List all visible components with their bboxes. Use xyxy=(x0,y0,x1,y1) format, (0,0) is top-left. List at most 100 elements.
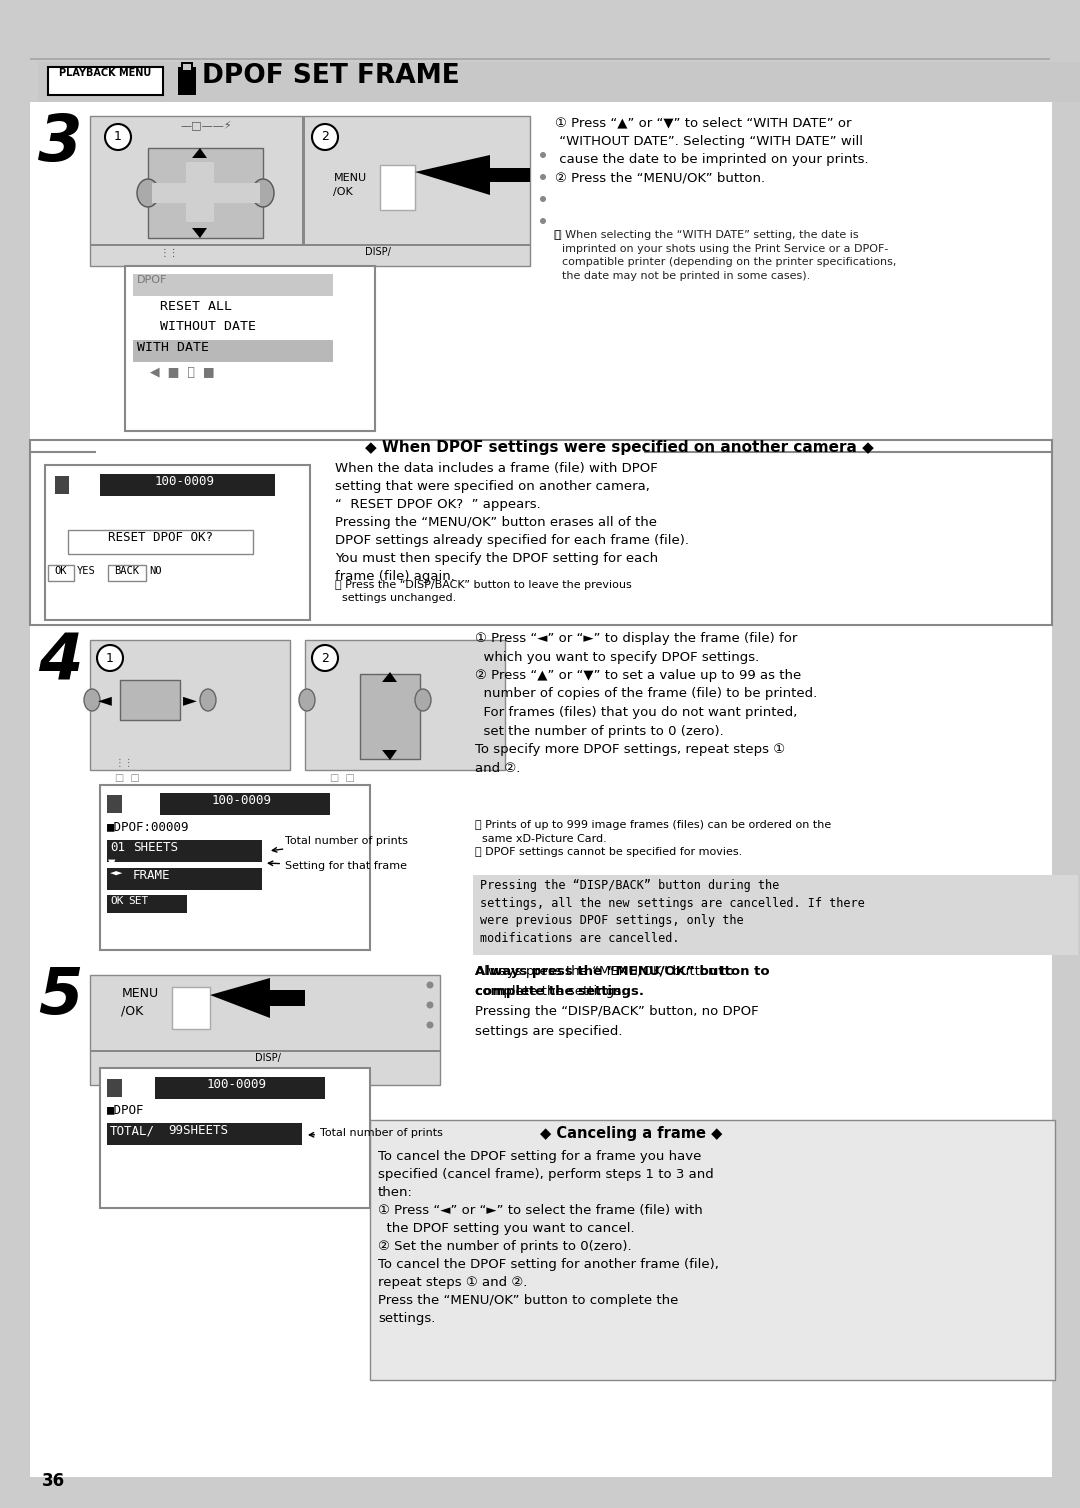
Text: SET: SET xyxy=(129,896,148,906)
Text: 2: 2 xyxy=(321,651,329,665)
FancyBboxPatch shape xyxy=(360,674,420,759)
Text: □  □: □ □ xyxy=(114,774,139,783)
Circle shape xyxy=(427,1001,433,1009)
Text: PLAYBACK MENU: PLAYBACK MENU xyxy=(59,68,151,78)
Text: ►: ► xyxy=(184,691,197,709)
Text: NO: NO xyxy=(149,566,162,576)
Text: OK: OK xyxy=(55,566,67,576)
Circle shape xyxy=(540,219,546,225)
Polygon shape xyxy=(210,979,305,1018)
Text: 36: 36 xyxy=(42,1472,65,1490)
Text: OK: OK xyxy=(110,896,123,906)
FancyBboxPatch shape xyxy=(55,477,69,495)
FancyBboxPatch shape xyxy=(107,1080,122,1096)
Circle shape xyxy=(427,982,433,989)
FancyBboxPatch shape xyxy=(160,793,330,814)
FancyBboxPatch shape xyxy=(107,795,122,813)
Text: MENU
/OK: MENU /OK xyxy=(334,173,366,196)
FancyBboxPatch shape xyxy=(107,896,187,912)
FancyBboxPatch shape xyxy=(100,786,370,950)
FancyBboxPatch shape xyxy=(90,639,291,771)
Text: 2: 2 xyxy=(321,131,329,143)
Circle shape xyxy=(427,1021,433,1028)
Text: FRAME: FRAME xyxy=(133,869,171,882)
Text: RESET ALL: RESET ALL xyxy=(160,300,232,314)
Text: 4: 4 xyxy=(38,632,82,694)
FancyBboxPatch shape xyxy=(90,976,440,1084)
Text: Total number of prints: Total number of prints xyxy=(272,835,408,852)
Text: □  □: □ □ xyxy=(330,774,354,783)
Text: 1: 1 xyxy=(114,131,122,143)
Circle shape xyxy=(312,645,338,671)
Text: WITH DATE: WITH DATE xyxy=(137,341,210,354)
FancyBboxPatch shape xyxy=(45,464,310,620)
FancyBboxPatch shape xyxy=(125,265,375,431)
Text: ◀  ■  Ⓞ  ■: ◀ ■ Ⓞ ■ xyxy=(150,366,215,379)
Text: ◆ When DPOF settings were specified on another camera ◆: ◆ When DPOF settings were specified on a… xyxy=(365,440,874,455)
FancyBboxPatch shape xyxy=(30,103,1052,1476)
FancyBboxPatch shape xyxy=(305,639,505,771)
FancyBboxPatch shape xyxy=(90,244,530,246)
Text: ⓘ: ⓘ xyxy=(553,231,559,240)
Circle shape xyxy=(312,124,338,149)
Text: DPOF SET FRAME: DPOF SET FRAME xyxy=(202,63,460,89)
Text: 5: 5 xyxy=(38,965,82,1027)
Text: SHEETS: SHEETS xyxy=(133,841,178,854)
FancyBboxPatch shape xyxy=(107,1123,302,1145)
Ellipse shape xyxy=(200,689,216,710)
Text: DISP/: DISP/ xyxy=(255,1053,281,1063)
Text: 100-0009: 100-0009 xyxy=(207,1078,267,1090)
FancyBboxPatch shape xyxy=(172,988,210,1028)
Text: 01: 01 xyxy=(110,841,125,854)
Circle shape xyxy=(540,152,546,158)
FancyBboxPatch shape xyxy=(68,529,253,553)
Text: DPOF: DPOF xyxy=(137,274,167,285)
Text: To cancel the DPOF setting for a frame you have
specified (cancel frame), perfor: To cancel the DPOF setting for a frame y… xyxy=(378,1151,719,1326)
Text: ① Press “◄” or “►” to display the frame (file) for
  which you want to specify D: ① Press “◄” or “►” to display the frame … xyxy=(475,632,818,775)
FancyBboxPatch shape xyxy=(178,66,195,95)
Text: WITHOUT DATE: WITHOUT DATE xyxy=(160,320,256,333)
FancyBboxPatch shape xyxy=(48,566,75,581)
Text: ⓘ Press the “DISP/BACK” button to leave the previous
  settings unchanged.: ⓘ Press the “DISP/BACK” button to leave … xyxy=(335,581,632,603)
Text: ◄►: ◄► xyxy=(110,869,123,879)
FancyBboxPatch shape xyxy=(370,1120,1055,1380)
FancyBboxPatch shape xyxy=(473,875,1078,955)
Text: —□——⚡: —□——⚡ xyxy=(180,121,231,130)
FancyBboxPatch shape xyxy=(107,840,262,863)
Text: RESET DPOF OK?: RESET DPOF OK? xyxy=(108,531,213,544)
FancyBboxPatch shape xyxy=(183,63,191,69)
FancyBboxPatch shape xyxy=(181,62,193,72)
Text: ■DPOF:00009: ■DPOF:00009 xyxy=(107,820,189,832)
Text: Total number of prints: Total number of prints xyxy=(309,1128,443,1139)
Ellipse shape xyxy=(415,689,431,710)
Text: 99SHEETS: 99SHEETS xyxy=(168,1123,228,1137)
Ellipse shape xyxy=(299,689,315,710)
FancyBboxPatch shape xyxy=(0,0,1080,57)
FancyBboxPatch shape xyxy=(100,474,275,496)
Text: ⓘ Prints of up to 999 image frames (files) can be ordered on the
  same xD-Pictu: ⓘ Prints of up to 999 image frames (file… xyxy=(475,820,832,857)
Polygon shape xyxy=(415,155,530,195)
Text: Always press the “MENU/OK” button to
complete the settings.: Always press the “MENU/OK” button to com… xyxy=(475,965,770,998)
FancyBboxPatch shape xyxy=(133,339,333,362)
Text: ⓘ When selecting the “WITH DATE” setting, the date is
  imprinted on your shots : ⓘ When selecting the “WITH DATE” setting… xyxy=(555,231,896,280)
Circle shape xyxy=(97,645,123,671)
Circle shape xyxy=(540,196,546,202)
FancyBboxPatch shape xyxy=(90,1050,440,1053)
Polygon shape xyxy=(192,228,207,238)
FancyBboxPatch shape xyxy=(186,161,214,222)
Text: BACK: BACK xyxy=(114,566,139,576)
Circle shape xyxy=(105,124,131,149)
Text: Always press the “MENU/OK” button to
complete the settings.
Pressing the “DISP/B: Always press the “MENU/OK” button to com… xyxy=(475,965,758,1038)
Text: When the data includes a frame (file) with DPOF
setting that were specified on a: When the data includes a frame (file) wi… xyxy=(335,461,689,584)
Text: YES: YES xyxy=(77,566,96,576)
Text: Pressing the “DISP/BACK” button during the
settings, all the new settings are ca: Pressing the “DISP/BACK” button during t… xyxy=(480,879,865,944)
Text: ⋮⋮: ⋮⋮ xyxy=(114,759,135,768)
FancyBboxPatch shape xyxy=(38,62,1080,103)
Text: 100-0009: 100-0009 xyxy=(156,475,215,489)
Text: Setting for that frame: Setting for that frame xyxy=(268,861,407,872)
Text: 3: 3 xyxy=(38,112,82,173)
FancyBboxPatch shape xyxy=(302,116,305,246)
Polygon shape xyxy=(382,673,397,682)
Text: 1: 1 xyxy=(106,651,113,665)
FancyBboxPatch shape xyxy=(156,1077,325,1099)
